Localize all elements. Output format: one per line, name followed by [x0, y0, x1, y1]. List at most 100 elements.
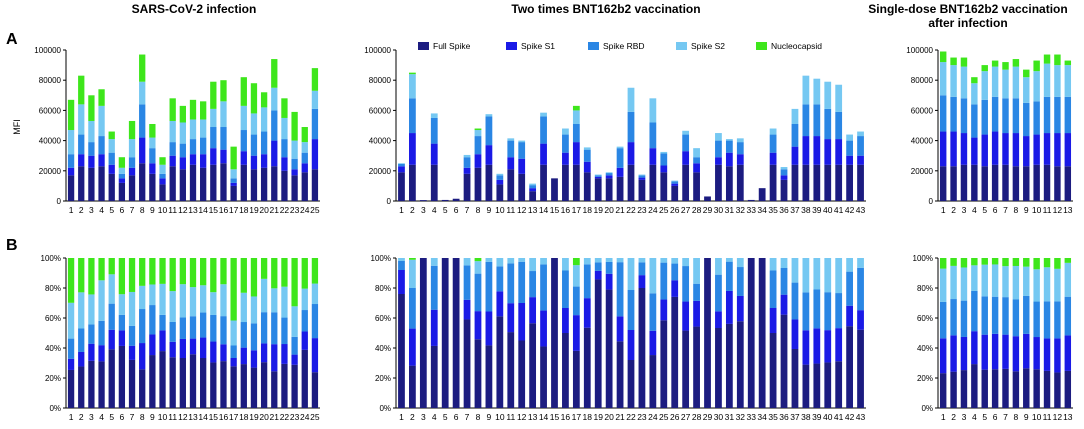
bar-segment-spike-s1: [791, 319, 799, 349]
bar-segment-spike-rbd: [430, 117, 438, 144]
bar-segment-spike-s1: [301, 331, 308, 350]
legend-swatch: [506, 42, 517, 50]
bar-segment-spike-rbd: [660, 153, 668, 166]
bar-segment-full-spike: [649, 164, 657, 201]
bar-segment-full-spike: [693, 326, 700, 408]
bar-segment-full-spike: [813, 164, 821, 201]
bar-segment-spike-rbd: [291, 158, 298, 170]
bar-segment-full-spike: [747, 199, 755, 201]
bar-segment-spike-rbd: [562, 270, 569, 308]
bar-segment-spike-s1: [260, 154, 268, 168]
bar-segment-full-spike: [159, 184, 166, 201]
x-tick-label: 36: [779, 412, 789, 422]
bar-segment-full-spike: [758, 258, 766, 408]
bar-segment-nucleocapsid: [260, 258, 268, 279]
bar-segment-spike-rbd: [200, 137, 207, 155]
bar-segment-full-spike: [210, 164, 217, 201]
bar-segment-full-spike: [627, 360, 635, 408]
bar-segment-spike-s1: [78, 154, 85, 167]
bar-segment-spike-s2: [583, 147, 591, 150]
y-tick-label: 40%: [375, 344, 391, 353]
bar-segment-nucleocapsid: [1043, 258, 1051, 268]
bar-segment-spike-s1: [649, 148, 657, 165]
bar-segment-spike-rbd: [128, 325, 136, 346]
bar-segment-full-spike: [594, 178, 602, 201]
bar-segment-spike-s1: [67, 358, 75, 370]
x-tick-label: 41: [834, 205, 844, 215]
bar-segment-full-spike: [1043, 370, 1051, 408]
x-tick-label: 21: [615, 205, 625, 215]
bar-segment-spike-s1: [128, 345, 136, 360]
bar-segment-spike-s1: [529, 188, 537, 192]
bar-segment-full-spike: [991, 164, 999, 201]
x-tick-label: 37: [790, 412, 800, 422]
bar-segment-spike-rbd: [693, 283, 700, 301]
y-tick-label: 0: [57, 197, 62, 206]
bar-segment-spike-s1: [660, 165, 668, 173]
bar-segment-full-spike: [230, 185, 237, 201]
bar-segment-spike-s1: [835, 328, 843, 362]
bar-segment-spike-s1: [210, 341, 217, 363]
bar-segment-spike-s2: [189, 287, 197, 317]
bar-segment-full-spike: [250, 367, 258, 408]
bar-segment-spike-rbd: [616, 262, 624, 317]
bar-segment-spike-s2: [240, 105, 247, 131]
bar-segment-spike-s1: [409, 133, 416, 165]
x-tick-label: 3: [962, 205, 967, 215]
bar-segment-spike-rbd: [1012, 299, 1020, 337]
bar-segment-spike-s2: [802, 258, 810, 293]
x-tick-label: 19: [249, 412, 259, 422]
bar-segment-full-spike: [791, 164, 799, 201]
bar-segment-spike-rbd: [725, 140, 733, 153]
y-tick-label: 60%: [375, 314, 391, 323]
bar-segment-spike-s1: [971, 331, 978, 365]
bar-segment-spike-s2: [179, 122, 186, 144]
x-tick-label: 4: [432, 205, 437, 215]
bar-segment-full-spike: [409, 365, 416, 408]
bar-segment-spike-s1: [118, 330, 126, 346]
bar-segment-spike-s2: [128, 139, 136, 158]
bar-segment-full-spike: [128, 359, 136, 408]
x-tick-label: 15: [550, 205, 560, 215]
bar-segment-spike-rbd: [311, 108, 319, 140]
x-tick-label: 43: [856, 412, 866, 422]
bar-segment-spike-s1: [518, 158, 526, 174]
bar-segment-nucleocapsid: [960, 258, 968, 268]
bar-segment-nucleocapsid: [971, 258, 978, 266]
bar-segment-spike-rbd: [1002, 297, 1009, 335]
bar-segment-spike-s1: [118, 178, 126, 183]
bar-segment-spike-s2: [496, 258, 504, 267]
bar-segment-spike-s1: [616, 316, 624, 342]
bar-segment-full-spike: [78, 166, 85, 201]
bar-segment-spike-rbd: [671, 263, 679, 281]
bar-segment-spike-rbd: [139, 104, 146, 138]
bar-segment-spike-s2: [572, 265, 580, 287]
x-tick-label: 37: [790, 205, 800, 215]
x-tick-label: 6: [993, 412, 998, 422]
bar-segment-spike-rbd: [88, 142, 95, 156]
bar-segment-spike-s1: [693, 163, 700, 173]
bar-segment-full-spike: [971, 364, 978, 408]
y-tick-label: 60000: [911, 106, 934, 115]
bar-segment-spike-s1: [1023, 136, 1030, 167]
x-tick-label: 2: [951, 412, 956, 422]
chart-panel-b-3: 0%20%40%60%80%100%1 2 3 4 5 6 7 8 9 10 11 12 13: [913, 254, 1073, 422]
x-tick-label: 6: [120, 205, 125, 215]
x-tick-label: 8: [140, 205, 145, 215]
bar-segment-spike-rbd: [939, 301, 947, 339]
x-tick-label: 1: [69, 412, 74, 422]
chart-panel-b-2: 0%20%40%60%80%100%1 2 3 4 5 6 7 8 9 10 11 12 13 14 15 1…: [371, 254, 866, 422]
bar-segment-spike-rbd: [240, 322, 247, 348]
bar-segment-spike-rbd: [169, 321, 176, 342]
x-tick-label: 18: [583, 412, 593, 422]
bar-segment-spike-s1: [67, 167, 75, 176]
bar-segment-nucleocapsid: [271, 258, 278, 289]
bar-segment-nucleocapsid: [281, 258, 288, 287]
bar-segment-full-spike: [605, 289, 613, 408]
bar-segment-spike-rbd: [240, 130, 247, 152]
bar-segment-spike-s2: [220, 284, 227, 317]
bar-segment-nucleocapsid: [572, 258, 580, 266]
bar-segment-spike-s2: [301, 288, 308, 311]
bar-segment-full-spike: [627, 164, 635, 201]
